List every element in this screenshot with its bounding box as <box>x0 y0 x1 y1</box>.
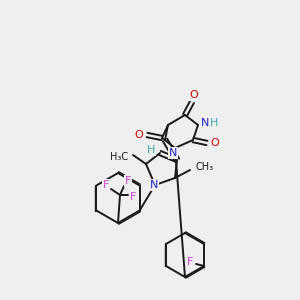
Text: N: N <box>150 180 158 190</box>
Text: N: N <box>201 118 209 128</box>
Text: O: O <box>190 90 198 100</box>
Text: F: F <box>125 176 131 186</box>
Text: N: N <box>169 148 177 158</box>
Text: CH₃: CH₃ <box>195 162 213 172</box>
Text: H₃C: H₃C <box>110 152 128 162</box>
Text: O: O <box>211 138 219 148</box>
Text: F: F <box>130 192 136 202</box>
Text: O: O <box>135 130 143 140</box>
Text: H: H <box>147 145 155 155</box>
Text: F: F <box>103 180 109 190</box>
Text: H: H <box>210 118 218 128</box>
Text: F: F <box>187 257 193 267</box>
